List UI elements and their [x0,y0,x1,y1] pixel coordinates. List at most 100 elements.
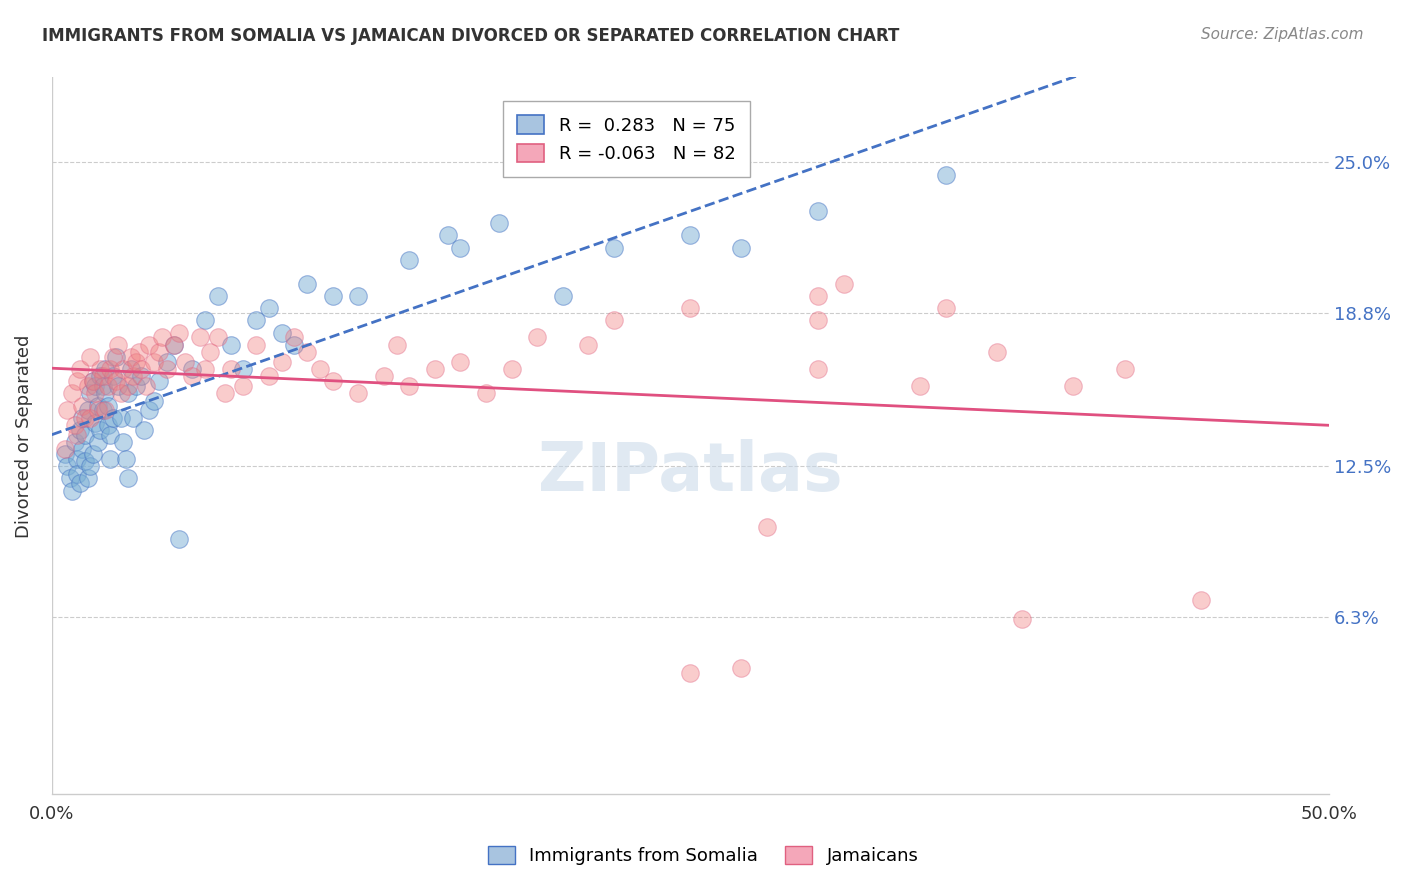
Point [66,467,89,481]
Point [181,362,204,376]
Point [219,338,242,352]
Point [84,416,107,430]
Point [551,144,574,158]
Point [163,338,186,352]
Point [173,355,195,369]
Point [82,374,104,388]
Point [53,442,76,457]
Point [110,386,132,401]
Point [104,350,127,364]
Point [73,454,96,468]
Point [59,471,82,485]
Legend: R =  0.283   N = 75, R = -0.063   N = 82: R = 0.283 N = 75, R = -0.063 N = 82 [503,101,749,178]
Point [69,423,91,437]
Point [97,379,120,393]
Point [117,379,139,393]
Point [832,277,855,291]
Point [163,338,186,352]
Point [132,423,155,437]
Point [100,362,122,376]
Point [807,313,830,327]
Point [122,369,145,384]
Point [91,403,114,417]
Point [56,459,79,474]
Point [97,399,120,413]
Point [526,330,548,344]
Point [214,386,236,401]
Point [181,369,204,384]
Point [87,403,110,417]
Legend: Immigrants from Somalia, Jamaicans: Immigrants from Somalia, Jamaicans [478,837,928,874]
Point [602,313,624,327]
Point [138,403,160,417]
Point [935,301,957,316]
Point [87,399,110,413]
Point [94,362,117,376]
Point [94,403,117,417]
Point [148,374,170,388]
Point [730,241,752,255]
Point [207,330,229,344]
Point [488,216,510,230]
Point [112,362,135,376]
Point [501,362,523,376]
Point [129,362,152,376]
Point [129,369,152,384]
Point [679,665,702,680]
Point [87,434,110,449]
Point [679,301,702,316]
Point [79,386,101,401]
Point [138,338,160,352]
Point [91,369,114,384]
Point [373,369,395,384]
Point [755,520,778,534]
Point [602,241,624,255]
Point [110,410,132,425]
Point [194,313,217,327]
Point [101,410,124,425]
Point [142,393,165,408]
Point [423,362,446,376]
Point [84,386,107,401]
Point [114,452,136,467]
Point [1189,593,1212,607]
Point [89,423,111,437]
Point [807,362,830,376]
Point [91,379,114,393]
Point [270,326,292,340]
Point [117,386,139,401]
Point [66,374,89,388]
Point [72,399,94,413]
Point [188,330,211,344]
Point [730,661,752,675]
Point [385,338,408,352]
Point [100,452,122,467]
Point [125,355,148,369]
Point [100,427,122,442]
Point [449,355,471,369]
Point [309,362,332,376]
Point [986,345,1008,359]
Point [63,434,86,449]
Point [66,452,89,467]
Point [148,345,170,359]
Point [347,289,370,303]
Point [935,168,957,182]
Point [79,459,101,474]
Point [398,379,420,393]
Point [135,379,157,393]
Point [120,350,142,364]
Point [245,313,267,327]
Point [94,386,117,401]
Point [72,442,94,457]
Point [76,471,98,485]
Point [576,338,599,352]
Point [1011,612,1033,626]
Point [125,379,148,393]
Point [56,403,79,417]
Point [142,355,165,369]
Point [295,277,318,291]
Point [1114,362,1136,376]
Point [72,410,94,425]
Point [198,345,221,359]
